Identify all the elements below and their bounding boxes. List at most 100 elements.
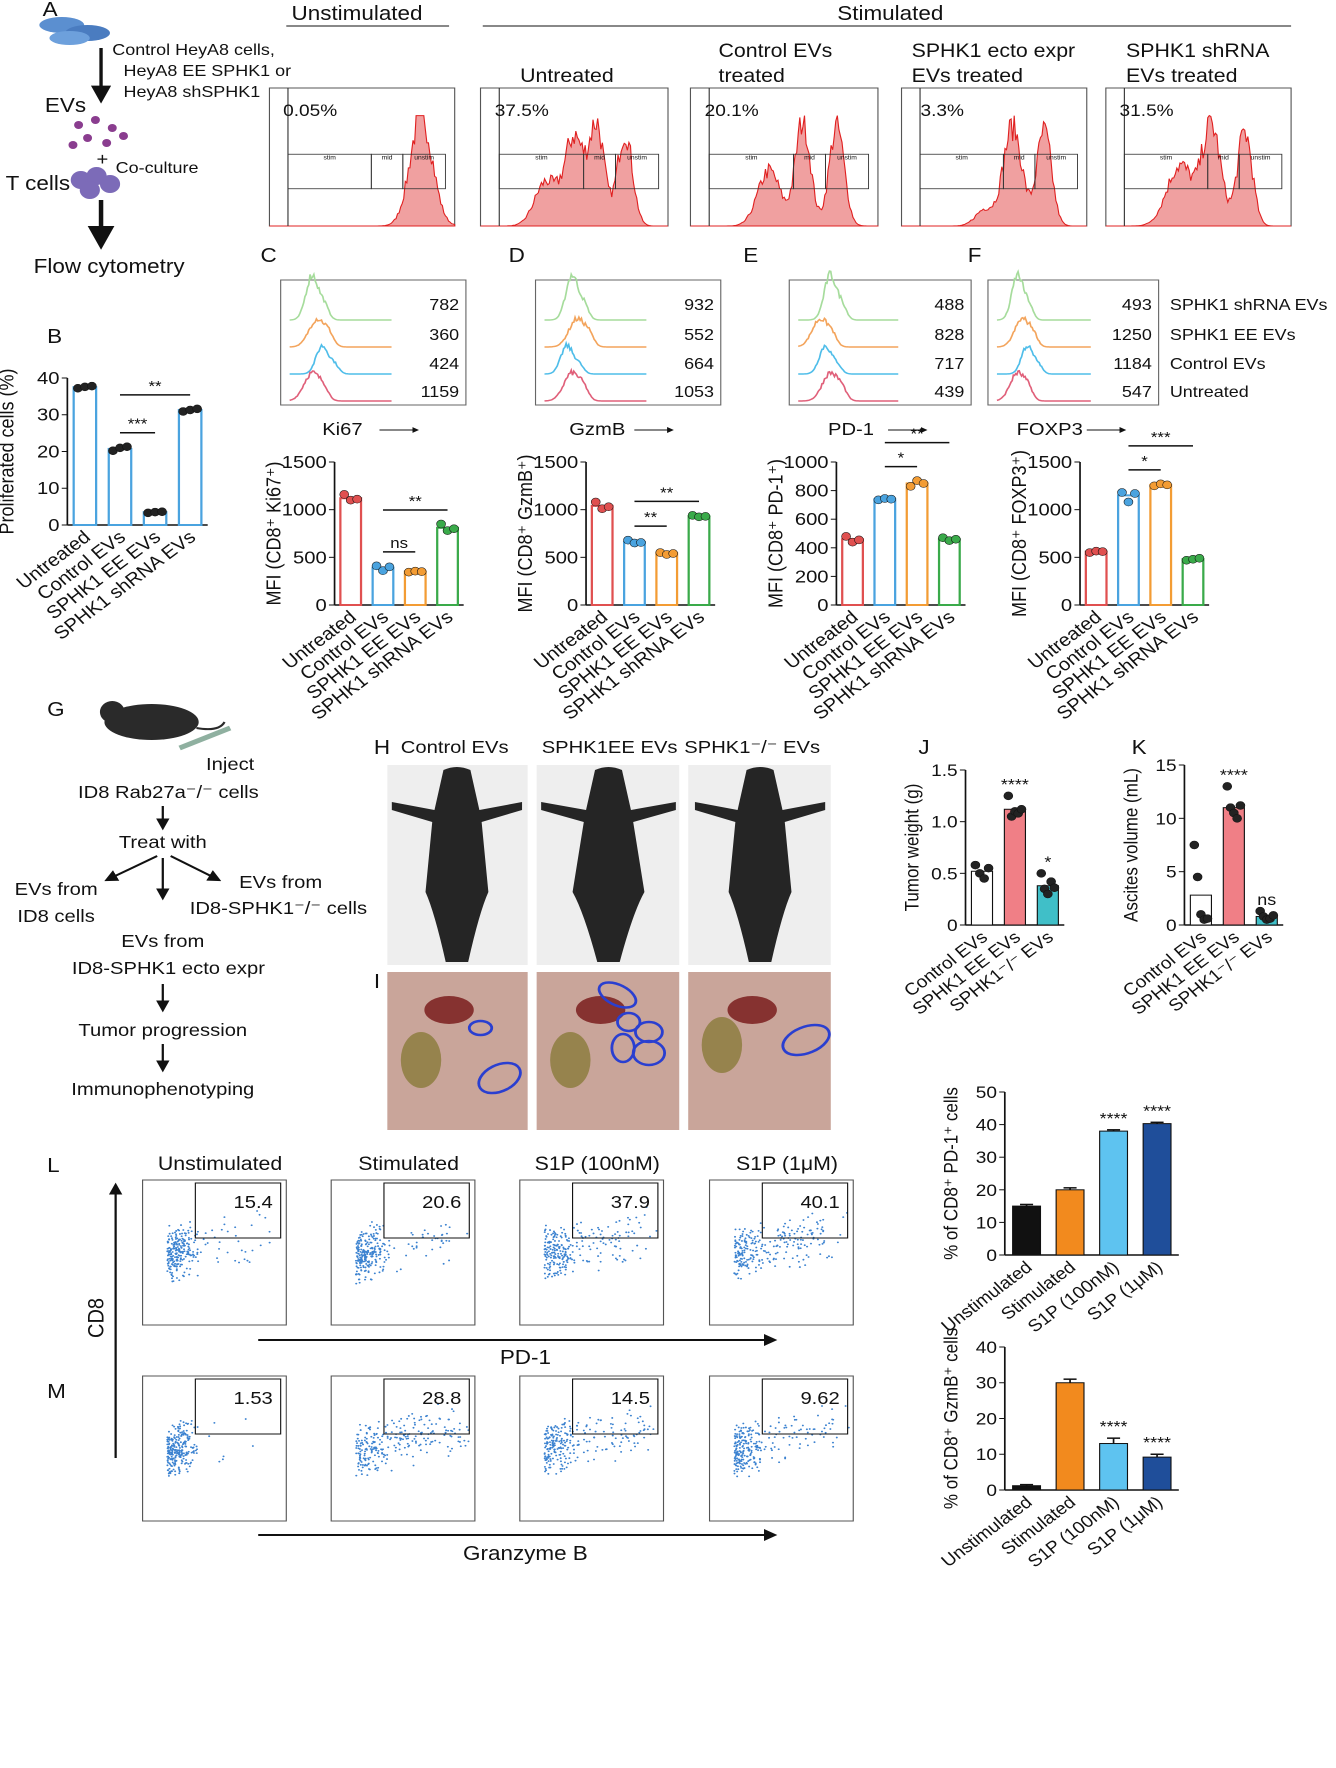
flow-dot bbox=[807, 1216, 810, 1219]
flow-dot bbox=[187, 1422, 190, 1425]
overlay-curve bbox=[996, 344, 1091, 375]
flow-dot bbox=[386, 1454, 389, 1456]
flow-dot bbox=[188, 1273, 191, 1276]
flow-dot bbox=[393, 1247, 396, 1250]
flow-dot bbox=[391, 1419, 394, 1422]
y-axis-label: Proliferated cells (%) bbox=[0, 369, 19, 535]
flow-dot bbox=[552, 1261, 555, 1264]
flow-dot bbox=[824, 1424, 827, 1427]
flow-dot bbox=[175, 1230, 178, 1232]
panel-a-schematic: Control HeyA8 cells, HeyA8 EE SPHK1 or H… bbox=[6, 17, 291, 278]
flow-dot bbox=[823, 1240, 826, 1242]
flow-dot bbox=[801, 1239, 804, 1241]
flow-dot bbox=[417, 1430, 420, 1433]
flow-dot bbox=[741, 1253, 744, 1256]
flow-dot bbox=[174, 1473, 177, 1476]
flow-dot bbox=[180, 1449, 183, 1452]
panel-label: I bbox=[374, 970, 380, 993]
flow-column-title: S1P (100nM) bbox=[535, 1154, 660, 1175]
flow-dot bbox=[560, 1244, 563, 1247]
flow-frame bbox=[519, 1179, 665, 1326]
significance: **** bbox=[1001, 776, 1029, 794]
flow-dot bbox=[757, 1241, 760, 1243]
flow-dot bbox=[555, 1272, 558, 1275]
flow-dot bbox=[374, 1446, 377, 1449]
flow-dot bbox=[778, 1430, 781, 1433]
flow-dot bbox=[734, 1235, 737, 1238]
flow-dot bbox=[372, 1440, 375, 1443]
flow-dot bbox=[390, 1437, 393, 1439]
flow-dot bbox=[618, 1234, 621, 1237]
flow-dot bbox=[580, 1221, 583, 1224]
flow-dot bbox=[175, 1269, 178, 1272]
flow-y-label: CD8 bbox=[83, 1298, 108, 1338]
data-point bbox=[192, 404, 202, 414]
flow-dot bbox=[550, 1251, 553, 1254]
flow-dot bbox=[620, 1429, 623, 1432]
flow-dot bbox=[757, 1263, 760, 1266]
significance: * bbox=[1141, 454, 1148, 470]
flow-dot bbox=[746, 1247, 749, 1250]
overlay-value: 439 bbox=[934, 383, 964, 401]
flow-dot bbox=[268, 1241, 271, 1244]
flow-dot bbox=[563, 1455, 566, 1458]
flow-dot bbox=[769, 1425, 772, 1428]
flow-dot bbox=[190, 1419, 193, 1422]
flow-dot bbox=[555, 1430, 558, 1432]
flow-dot bbox=[566, 1239, 569, 1242]
flow-dot bbox=[739, 1277, 743, 1280]
flow-dot bbox=[365, 1255, 368, 1258]
flow-dot bbox=[458, 1441, 461, 1443]
flow-dot bbox=[361, 1254, 364, 1257]
flow-dot bbox=[735, 1447, 738, 1450]
flow-dot bbox=[189, 1267, 192, 1270]
flow-dot bbox=[548, 1263, 551, 1266]
flow-dot bbox=[374, 1258, 377, 1261]
data-point bbox=[1194, 554, 1205, 563]
flow-dot bbox=[831, 1422, 834, 1425]
flow-dot bbox=[573, 1259, 576, 1262]
flow-dot bbox=[359, 1429, 362, 1431]
flow-dot bbox=[610, 1442, 613, 1444]
flow-dot bbox=[799, 1238, 802, 1241]
flow-dot bbox=[403, 1434, 406, 1437]
flow-frame bbox=[142, 1375, 287, 1522]
y-tick-label: 20 bbox=[976, 1409, 997, 1428]
flow-dot bbox=[365, 1250, 368, 1253]
flow-dot bbox=[754, 1463, 757, 1466]
data-point bbox=[339, 490, 350, 499]
data-point bbox=[1202, 914, 1213, 923]
flow-dot bbox=[356, 1255, 359, 1258]
flow-dot bbox=[374, 1464, 377, 1467]
significance: ** bbox=[149, 379, 162, 395]
flow-dot bbox=[193, 1241, 196, 1244]
overlay-curve bbox=[544, 367, 647, 402]
flow-dot bbox=[594, 1430, 597, 1433]
flow-dot bbox=[371, 1255, 374, 1258]
flow-dot bbox=[170, 1457, 173, 1460]
data-point bbox=[371, 561, 382, 571]
flow-dot bbox=[184, 1232, 187, 1235]
schematic-text: Treat with bbox=[119, 833, 207, 853]
flow-dot bbox=[411, 1412, 414, 1415]
flow-dot bbox=[768, 1260, 771, 1263]
flow-dot bbox=[178, 1469, 181, 1471]
ev-dots bbox=[68, 116, 128, 149]
y-axis-label: MFI (CD8⁺ GzmB⁺) bbox=[515, 455, 537, 613]
overlay-value: 664 bbox=[684, 355, 714, 373]
flow-dot bbox=[373, 1454, 376, 1457]
flow-dot bbox=[749, 1257, 752, 1259]
bar bbox=[1099, 1443, 1129, 1491]
overlay-curve bbox=[289, 343, 392, 375]
flow-dot bbox=[740, 1470, 743, 1472]
flow-dot bbox=[614, 1437, 617, 1440]
flow-dot bbox=[564, 1232, 567, 1235]
flow-dot bbox=[467, 1440, 470, 1443]
flow-dot bbox=[552, 1230, 555, 1233]
flow-dot bbox=[547, 1460, 550, 1463]
flow-dot bbox=[760, 1247, 763, 1250]
photo-label: SPHK1EE EVs bbox=[542, 738, 678, 758]
flow-dot bbox=[644, 1247, 647, 1250]
flow-dot bbox=[381, 1269, 384, 1272]
gate-name: unstim bbox=[1046, 155, 1066, 162]
